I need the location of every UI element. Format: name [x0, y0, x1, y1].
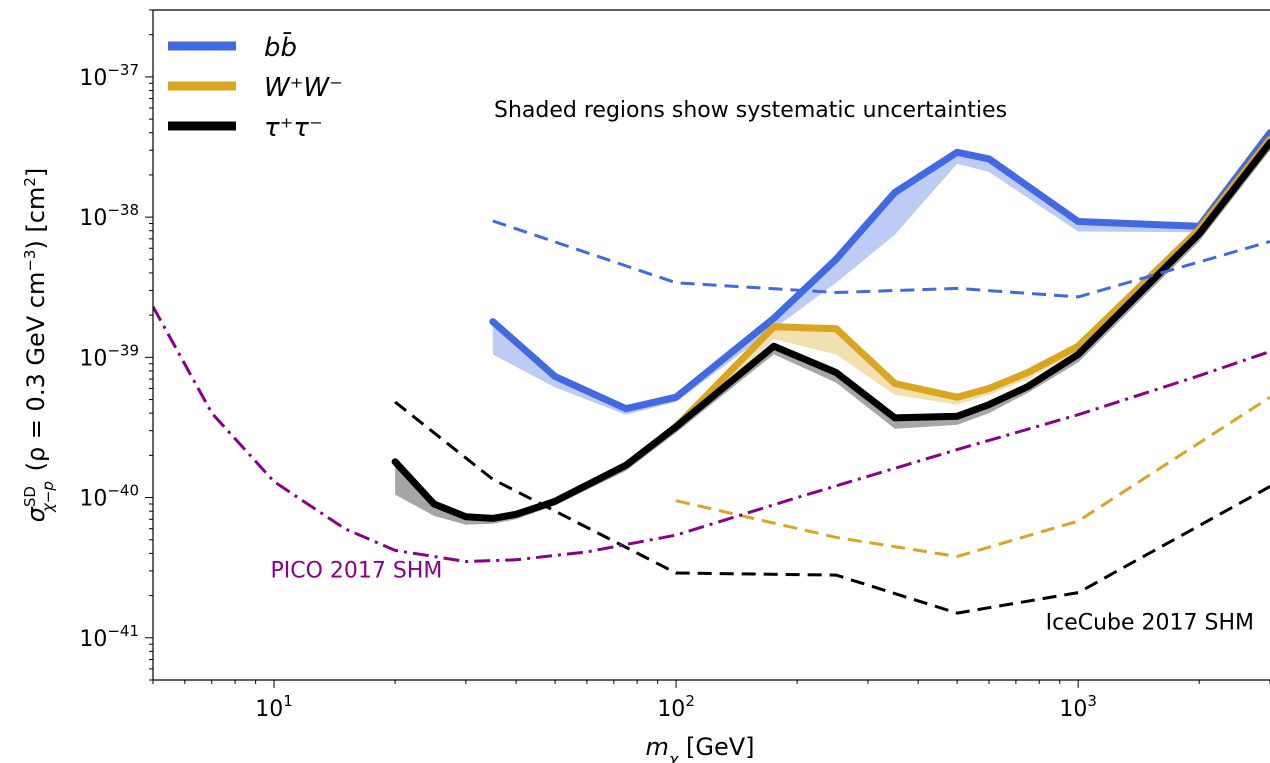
legend-label-ww: W⁺W⁻	[264, 73, 343, 103]
axis-ticks	[145, 9, 1270, 688]
y-tick-label: 10−37	[79, 61, 139, 91]
y-tick-label: 10−40	[79, 482, 139, 512]
y-axis-title: σSDχ−p (ρ = 0.3 GeV cm−3) [cm2]	[21, 168, 57, 523]
axes	[152, 9, 1270, 681]
y-tick-label: 10−38	[79, 201, 139, 231]
legend-label-bb: bb̄	[264, 31, 297, 63]
x-axis-title: mχ [GeV]	[646, 733, 755, 763]
curve-labels: PICO 2017 SHM IceCube 2017 SHM	[271, 558, 1255, 635]
axis-tick-labels: 101 102 103 10−41 10−40 10−39 10−38 10−37	[79, 61, 1097, 722]
series-lines	[153, 129, 1270, 615]
series-line-icecube-ww-dashed	[675, 395, 1270, 558]
series-line-tautau-solid	[391, 139, 1270, 522]
series-line-icecube-bb-dashed	[492, 219, 1270, 299]
legend: bb̄ W⁺W⁻ τ⁺τ⁻	[168, 31, 343, 143]
series-line-pico-dashdot	[153, 305, 1270, 563]
curve-label-icecube-2017-shm: IceCube 2017 SHM	[1046, 610, 1254, 635]
series-line-ww-solid	[672, 135, 1270, 431]
series-line-bb-solid	[489, 129, 1270, 413]
x-tick-label: 102	[657, 692, 695, 722]
systematic-uncertainty-annotation: Shaded regions show systematic uncertain…	[494, 98, 1007, 123]
x-tick-label: 103	[1059, 692, 1097, 722]
legend-label-tautau: τ⁺τ⁻	[264, 113, 323, 143]
curve-label-pico-2017-shm: PICO 2017 SHM	[271, 558, 443, 583]
y-tick-label: 10−41	[79, 622, 139, 652]
x-tick-label: 101	[255, 692, 293, 722]
y-tick-label: 10−39	[79, 341, 139, 371]
series-line-icecube-tautau-dashed	[394, 400, 1270, 615]
